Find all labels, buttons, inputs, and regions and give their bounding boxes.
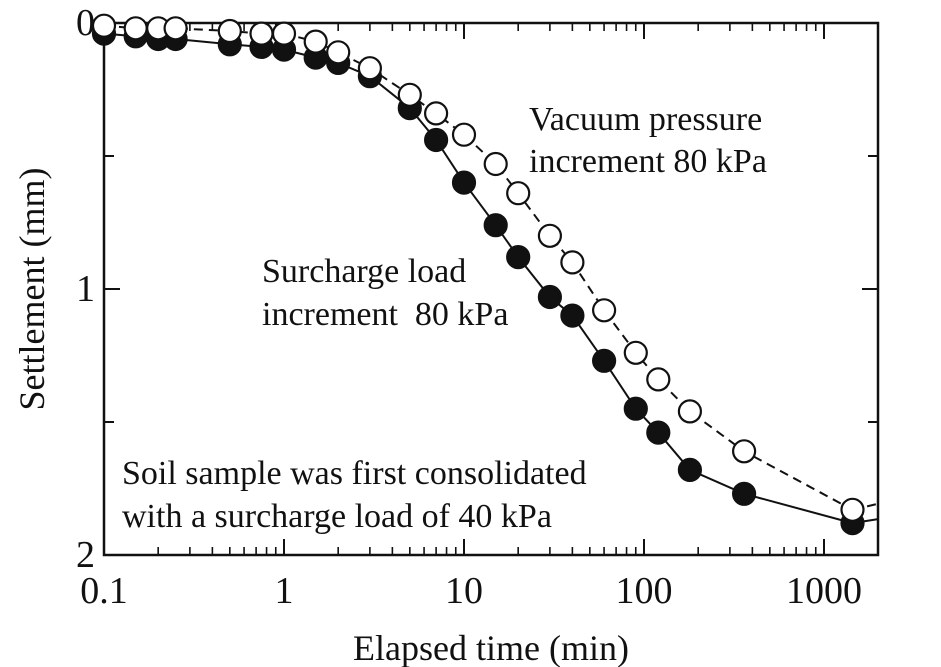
y-tick-labels: 0 1 2	[76, 2, 95, 576]
surcharge-data-point	[623, 396, 648, 421]
surcharge-data-point	[537, 284, 563, 310]
x-tick-label: 10	[445, 570, 483, 612]
surcharge-series-label-line-2: increment 80 kPa	[262, 296, 508, 333]
surcharge-data-point	[506, 245, 531, 270]
y-axis-title: Settlement (mm)	[12, 168, 52, 411]
vacuum-data-point	[271, 21, 297, 46]
vacuum-data-point	[591, 298, 617, 323]
vacuum-data-point	[397, 82, 422, 107]
vacuum-data-point	[424, 101, 449, 126]
y-tick-label: 2	[76, 534, 95, 576]
vacuum-data-point	[560, 250, 585, 275]
x-tick-label: 1000	[786, 570, 862, 612]
vacuum-data-point	[451, 122, 477, 147]
note-line-2: with a surcharge load of 40 kPa	[122, 498, 552, 535]
vacuum-data-point	[483, 151, 508, 177]
surcharge-data-point	[424, 127, 449, 153]
series-line-0	[103, 24, 853, 511]
vacuum-data-point	[326, 40, 351, 65]
x-axis-title: Elapsed time (min)	[353, 628, 629, 667]
surcharge-data-point	[646, 420, 671, 445]
series-markers	[91, 13, 865, 536]
surcharge-series-label-line-1: Surcharge load	[262, 253, 466, 290]
vacuum-series-label-line-1: Vacuum pressure	[529, 101, 762, 138]
vacuum-data-point	[677, 399, 703, 424]
vacuum-data-point	[646, 367, 671, 392]
vacuum-data-point	[357, 56, 382, 81]
surcharge-data-point	[483, 213, 508, 238]
surcharge-data-point	[560, 303, 585, 328]
vacuum-data-point	[731, 439, 757, 464]
vacuum-data-point	[249, 21, 274, 46]
surcharge-data-point	[677, 457, 703, 482]
x-tick-label: 0.1	[80, 570, 128, 612]
x-tick-label: 1	[275, 570, 294, 612]
y-tick-label: 1	[76, 268, 95, 310]
vacuum-data-point	[163, 16, 188, 41]
x-tick-label: 100	[616, 570, 673, 612]
vacuum-data-point	[91, 13, 117, 38]
vacuum-data-point	[840, 497, 865, 522]
vacuum-data-point	[303, 29, 328, 54]
vacuum-data-point	[506, 181, 531, 206]
vacuum-series-label-line-2: increment 80 kPa	[529, 143, 767, 180]
surcharge-data-point	[591, 348, 617, 373]
vacuum-data-point	[623, 340, 648, 365]
surcharge-data-point	[451, 170, 477, 195]
vacuum-data-point	[217, 18, 242, 44]
vacuum-data-point	[123, 16, 148, 41]
vacuum-data-point	[537, 223, 563, 248]
x-tick-labels: 0.1 1 10 100 1000	[80, 570, 862, 612]
y-tick-label: 0	[76, 2, 95, 44]
surcharge-data-point	[731, 481, 757, 506]
note-line-1: Soil sample was first consolidated	[122, 455, 587, 492]
